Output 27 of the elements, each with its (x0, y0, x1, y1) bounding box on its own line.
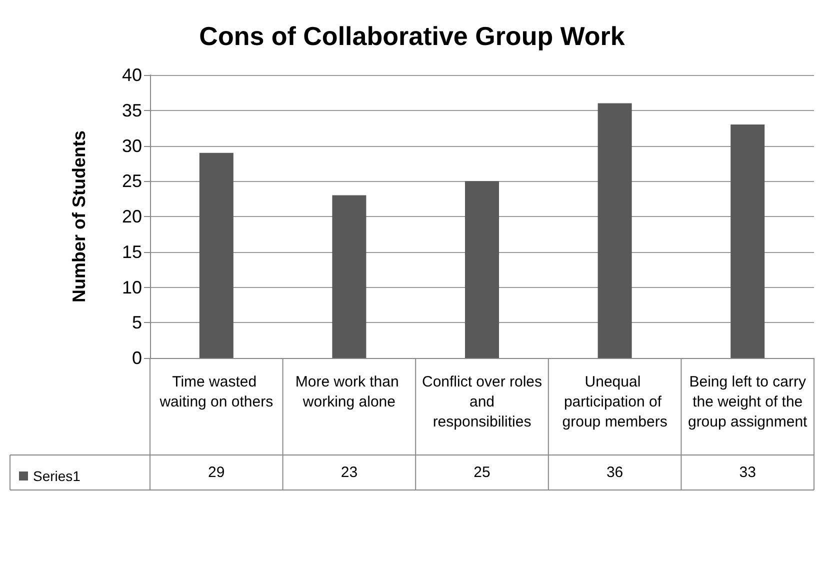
x-tick-label: Conflict over roles and responsibilities (422, 374, 542, 430)
y-tick-label: 30 (122, 136, 142, 156)
x-tick-label: Time wasted waiting on others (158, 374, 274, 410)
data-label: 25 (474, 464, 490, 481)
bar (598, 103, 632, 358)
x-tick-label: More work than working alone (295, 374, 403, 410)
bar (730, 124, 765, 358)
data-label: 33 (739, 464, 756, 481)
bar (465, 181, 499, 358)
y-tick-label: 15 (122, 242, 142, 262)
x-tick-label: Being left to carry the weight of the group assignment (688, 374, 808, 430)
y-tick-label: 35 (122, 100, 142, 120)
legend-label: Series1 (33, 468, 81, 484)
data-label: 36 (606, 464, 624, 481)
y-axis-title: Number of Students (69, 130, 89, 303)
y-tick-label: 5 (132, 312, 142, 333)
bar (332, 195, 366, 358)
y-tick-label: 25 (122, 171, 142, 192)
x-tick-label: Unequal participation of group members (562, 374, 668, 430)
y-tick-label: 40 (122, 65, 142, 85)
data-label: 29 (208, 464, 225, 481)
y-tick-label: 20 (122, 206, 142, 226)
data-label: 23 (340, 464, 358, 481)
y-tick-label: 10 (122, 277, 142, 298)
bar (199, 152, 234, 358)
chart-title: Cons of Collaborative Group Work (199, 21, 626, 51)
y-tick-label: 0 (132, 348, 142, 368)
